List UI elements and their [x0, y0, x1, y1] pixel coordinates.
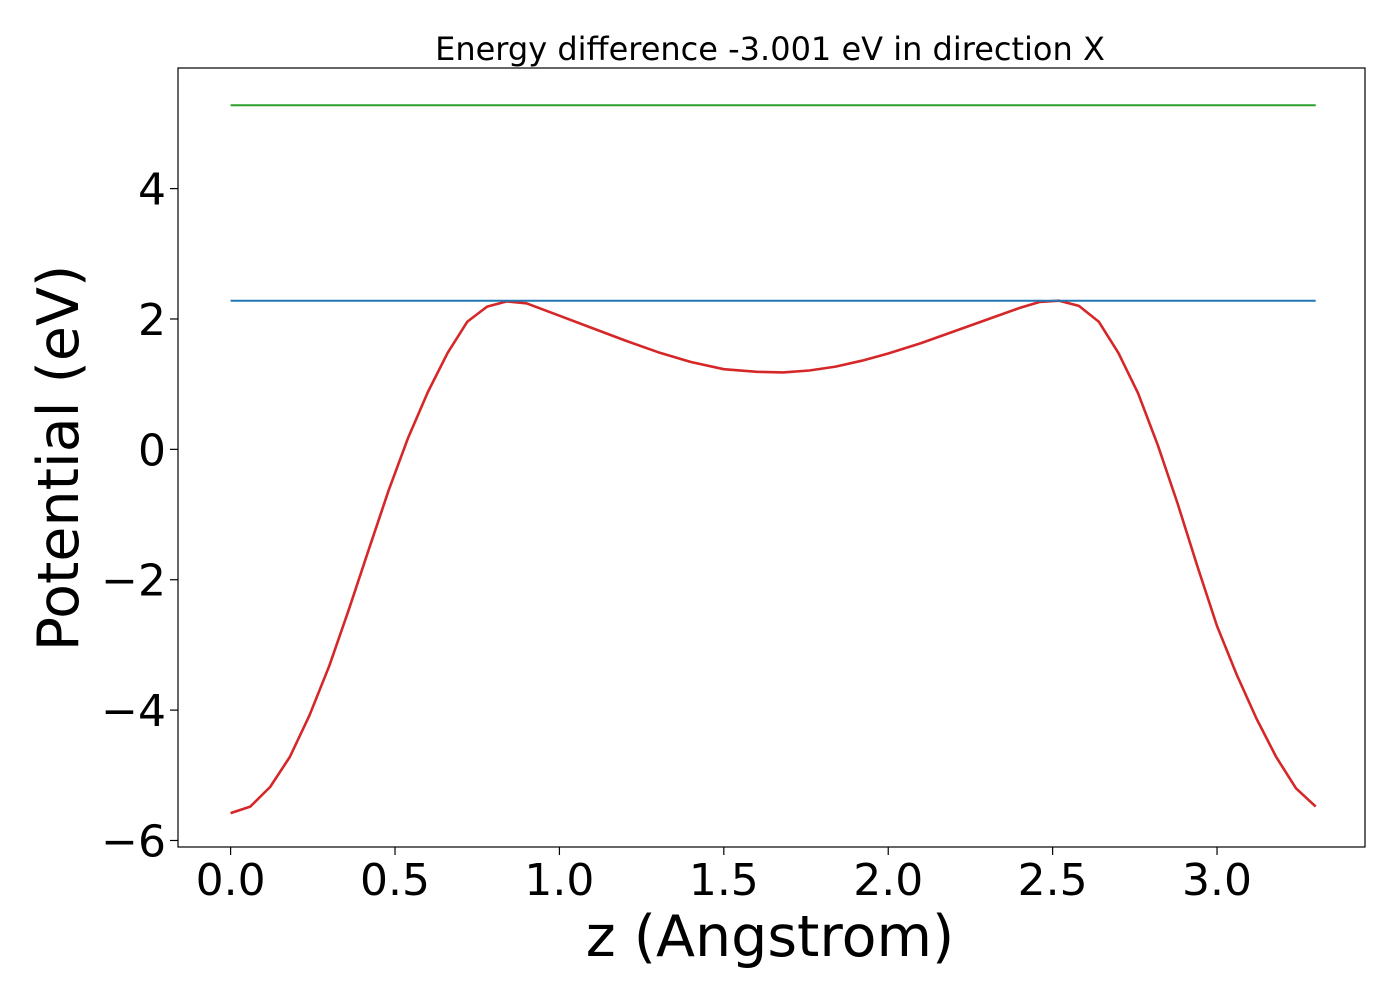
x-tick-label: 2.5: [1018, 855, 1088, 906]
series-line-0: [230, 299, 1317, 815]
x-axis: 0.0 0.5 1.0 1.5 2.0 2.5 3.0: [196, 847, 1252, 906]
y-axis: −6 −4 −2 0 2 4: [101, 165, 178, 867]
chart-title: Energy difference -3.001 eV in direction…: [435, 30, 1105, 68]
y-axis-label: Potential (eV): [26, 265, 92, 651]
y-tick-label: 4: [138, 165, 166, 216]
x-tick-label: 2.0: [853, 855, 923, 906]
y-tick-label: −4: [101, 686, 166, 737]
x-tick-label: 1.0: [524, 855, 594, 906]
plot-frame: [177, 67, 1366, 848]
y-tick-label: 0: [138, 425, 166, 476]
plot-lines: [230, 104, 1317, 815]
y-tick-label: 2: [138, 295, 166, 346]
x-tick-label: 3.0: [1182, 855, 1252, 906]
x-tick-label: 0.5: [360, 855, 430, 906]
y-tick-label: −2: [101, 556, 166, 607]
x-axis-label: z (Angstrom): [586, 904, 954, 970]
y-tick-label: −6: [101, 816, 166, 867]
x-tick-label: 1.5: [689, 855, 759, 906]
x-tick-label: 0.0: [196, 855, 266, 906]
